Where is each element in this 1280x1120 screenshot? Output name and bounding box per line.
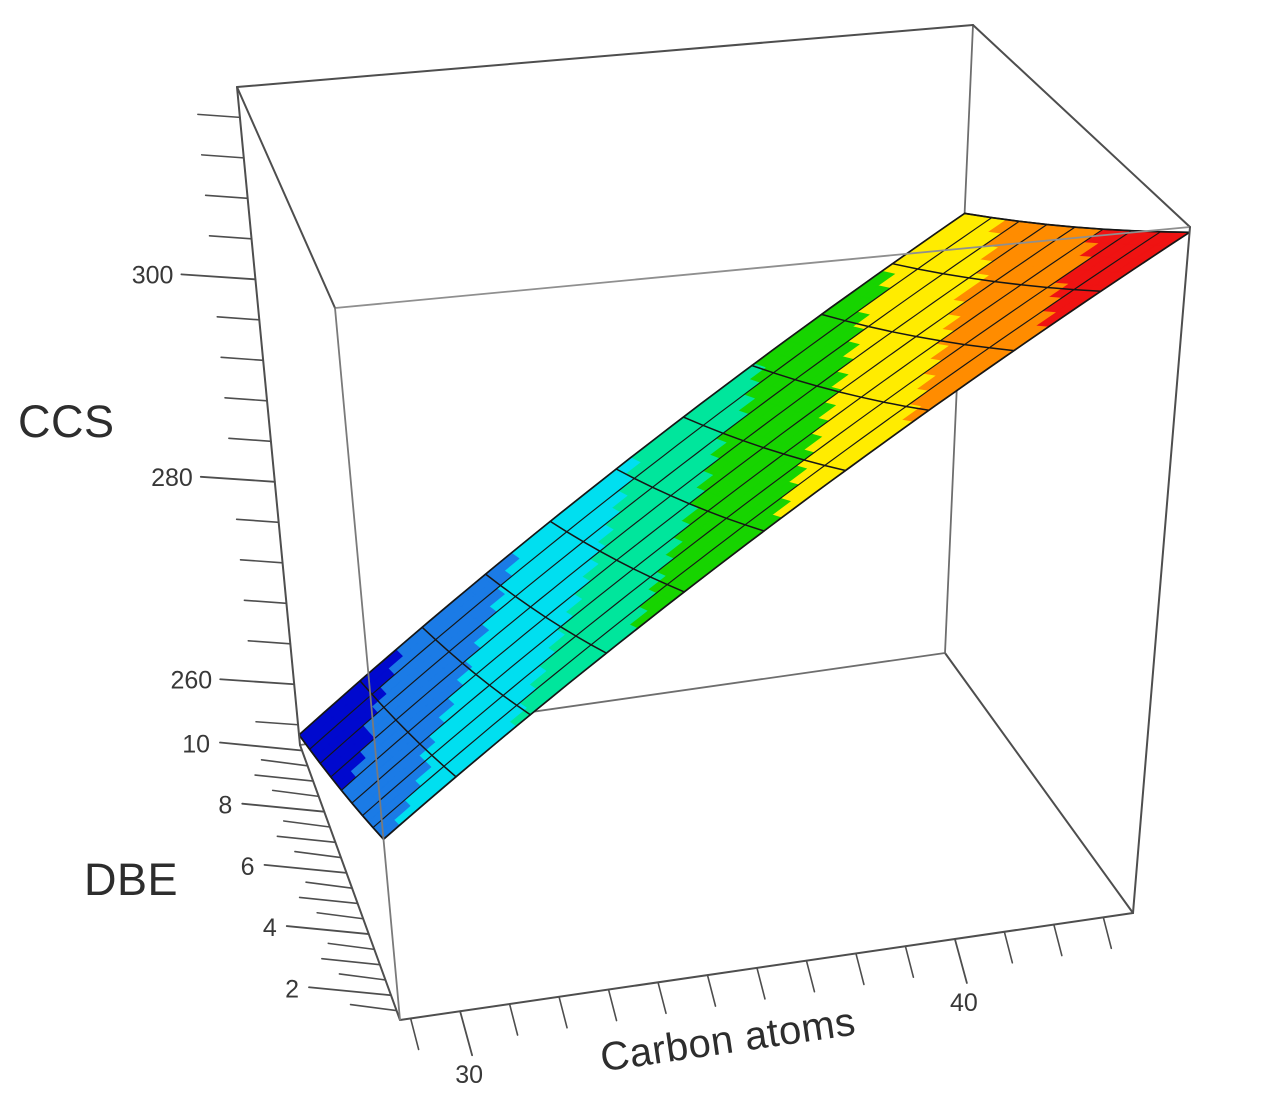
surface-carbon-gridline <box>682 416 847 472</box>
ccs-minor-tick <box>239 558 284 564</box>
top-right-edge <box>972 24 1191 228</box>
ccs-tick-label: 300 <box>132 261 174 289</box>
ccs-axis-edge <box>236 86 301 746</box>
ccs-minor-tick <box>200 154 245 159</box>
surface <box>298 212 1190 840</box>
carbon-minor-tick <box>706 974 717 1007</box>
top-left-edge <box>236 86 336 309</box>
ccs-minor-tick <box>255 720 299 726</box>
carbon-minor-tick <box>805 959 816 993</box>
carbon-minor-tick <box>1053 923 1063 957</box>
carbon-minor-tick <box>1102 916 1113 950</box>
dbe-minor-tick <box>349 1003 398 1012</box>
ccs-minor-tick <box>235 518 280 524</box>
dbe-tick-label: 4 <box>263 914 277 942</box>
dbe-minor-tick <box>338 973 387 981</box>
top-back-edge <box>236 24 974 88</box>
carbon-minor-tick <box>409 1017 420 1051</box>
ccs-tick-label: 280 <box>151 464 193 492</box>
dbe-axis-edge <box>299 744 401 1021</box>
dbe-tick-label: 6 <box>241 853 255 881</box>
carbon-tick-label: 30 <box>455 1061 483 1089</box>
ccs-minor-tick <box>216 316 261 321</box>
carbon-minor-tick <box>855 952 865 986</box>
dbe-tick-label: 8 <box>218 792 232 820</box>
carbon-minor-tick <box>607 988 618 1022</box>
carbon-minor-tick <box>558 995 568 1029</box>
dbe-tick-label: 2 <box>285 975 299 1003</box>
carbon-minor-tick <box>657 981 667 1015</box>
dbe-major-tick <box>241 802 326 813</box>
axis-ticks-and-labels: 260 280 300 2 4 6 8 10 30 40 <box>132 113 1113 1089</box>
ccs-minor-tick <box>220 356 264 362</box>
ccs-minor-tick <box>208 235 253 240</box>
dbe-minor-tick <box>316 911 364 920</box>
dbe-minor-tick <box>271 789 320 798</box>
top-front-edge <box>334 226 1191 309</box>
ccs-major-tick <box>199 475 276 483</box>
dbe-major-tick <box>285 925 370 935</box>
surface-outline <box>298 212 1191 841</box>
carbon-axis-edge <box>399 912 1134 1021</box>
dbe-minor-tick <box>321 957 381 966</box>
box-front-edges <box>236 86 1191 1021</box>
carbon-major-tick <box>953 938 968 984</box>
dbe-minor-tick <box>298 896 359 905</box>
dbe-minor-tick <box>254 774 314 782</box>
surface-carbon-gridline <box>891 262 1102 292</box>
surface-carbon-gridline <box>421 626 532 716</box>
ccs-minor-tick <box>204 194 249 200</box>
carbon-minor-tick <box>904 945 915 979</box>
front-right-vertical-edge <box>1132 226 1191 914</box>
surface-carbon-gridline <box>359 680 457 778</box>
dbe-minor-tick <box>327 942 376 951</box>
surface-carbon-gridline <box>484 573 608 654</box>
ccs-minor-tick <box>224 397 268 402</box>
ccs-major-tick <box>219 678 296 686</box>
dbe-minor-tick <box>305 881 353 889</box>
dbe-major-tick <box>219 741 303 752</box>
dbe-minor-tick <box>260 758 309 767</box>
carbon-minor-tick <box>756 967 766 1000</box>
surface-carbon-gridline <box>820 313 1015 352</box>
z-axis-title: CCS <box>18 396 115 447</box>
front-left-vertical-edge <box>334 307 401 1021</box>
dbe-major-tick <box>263 863 348 874</box>
ccs-minor-tick <box>197 113 241 119</box>
dbe-major-tick <box>308 986 392 997</box>
ccs-major-tick <box>180 273 257 281</box>
ccs-minor-tick <box>228 437 272 443</box>
surface-carbon-gridline <box>751 364 930 412</box>
dbe-tick-label: 10 <box>182 731 210 759</box>
carbon-minor-tick <box>508 1003 519 1036</box>
carbon-minor-tick <box>1003 930 1014 964</box>
surface-dbe-gridline <box>382 231 1191 840</box>
carbon-tick-label: 40 <box>950 989 978 1017</box>
surface-grid <box>298 212 1191 841</box>
ccs-minor-tick <box>243 599 288 605</box>
dbe-minor-tick <box>276 835 337 844</box>
ccs-minor-tick <box>247 639 292 645</box>
surface-carbon-gridline <box>615 468 765 532</box>
dbe-minor-tick <box>283 820 331 828</box>
dbe-minor-tick <box>294 850 342 859</box>
y-axis-title: DBE <box>84 854 179 905</box>
surface-carbon-gridline <box>549 520 686 593</box>
floor-right-edge <box>944 652 1134 914</box>
carbon-major-tick <box>459 1010 474 1057</box>
ccs-tick-label: 260 <box>170 666 212 694</box>
